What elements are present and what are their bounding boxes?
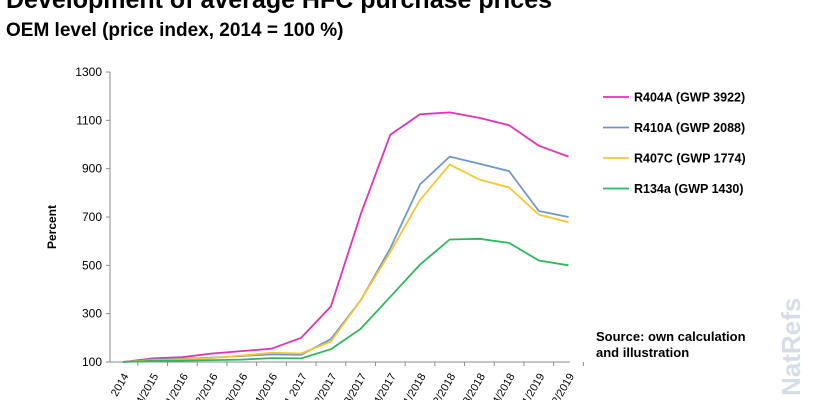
series-line-3 [122,163,569,363]
x-tick-label: Q4/2016 [249,372,280,400]
legend-label: R404A (GWP 3922) [634,91,745,105]
x-tick-label: Q3/2017 [338,372,369,400]
chart-axes: 10030050070090011001300Percent2014Q4/201… [45,65,584,400]
y-tick-label: 1100 [76,113,102,127]
page-title: Development of average HFC purchase pric… [6,0,553,14]
x-tick-label: Q4/2017 [367,372,398,400]
x-tick-label: Q1/2019 [516,372,547,400]
y-tick-label: 500 [82,258,102,272]
legend-label: R134a (GWP 1430) [634,182,744,196]
y-tick-label: 700 [82,210,102,224]
source-note: Source: own calculation and illustration [596,329,746,360]
x-tick-label: Q2/2017 [308,372,339,400]
x-tick-label: Q1/2016 [160,372,191,400]
series-line-4 [122,237,569,363]
chart-lines [122,111,569,363]
x-tick-label: Q2/2018 [427,372,458,400]
watermark: NatRefs [776,297,806,396]
x-tick-label: Q4/2015 [130,372,161,400]
page-subtitle: OEM level (price index, 2014 = 100 %) [6,20,344,41]
x-tick-label: Q3/2018 [457,372,488,400]
x-tick-label: Q2/2019 [546,372,577,400]
y-tick-label: 900 [82,162,102,176]
x-tick-label: Q4/2018 [486,372,517,400]
x-tick-label: Q3/2016 [219,372,250,400]
y-tick-label: 1300 [75,65,102,79]
chart-legend: R404A (GWP 3922) R410A (GWP 2088) R407C (G… [603,91,746,196]
legend-label: R407C (GWP 1774) [634,152,746,166]
legend-label: R410A (GWP 2088) [634,121,745,135]
y-tick-label: 100 [82,355,102,369]
x-tick-label: Q1/2018 [397,372,428,400]
x-tick-label: Q2/2016 [189,372,220,400]
y-axis-label: Percent [45,205,59,249]
y-tick-label: 300 [82,307,102,321]
x-tick-label: 2014 [109,372,132,399]
series-line-1 [122,111,569,363]
x-tick-label: Q1 2017 [278,372,309,400]
